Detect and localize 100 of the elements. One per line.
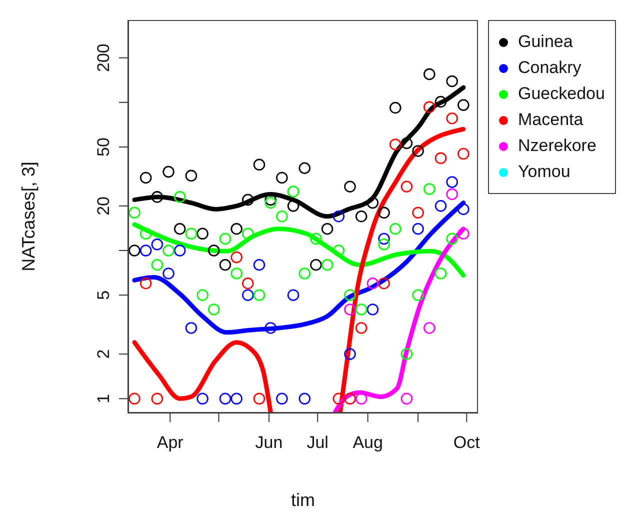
point bbox=[185, 228, 198, 240]
point bbox=[378, 206, 390, 219]
point bbox=[174, 191, 186, 203]
point bbox=[219, 258, 232, 271]
point bbox=[253, 392, 266, 405]
point bbox=[174, 222, 186, 235]
point bbox=[140, 244, 152, 256]
point bbox=[400, 392, 413, 405]
point bbox=[412, 206, 424, 219]
point bbox=[185, 170, 198, 182]
point bbox=[128, 244, 140, 256]
point bbox=[242, 228, 254, 240]
legend-label: Conakry bbox=[518, 57, 582, 79]
point bbox=[128, 392, 140, 405]
point bbox=[253, 158, 266, 171]
legend-label: Guinea bbox=[518, 31, 573, 53]
point bbox=[400, 137, 413, 150]
point bbox=[208, 244, 220, 256]
point bbox=[287, 289, 300, 302]
point bbox=[389, 102, 402, 114]
point bbox=[446, 112, 458, 124]
point bbox=[434, 96, 447, 108]
point bbox=[412, 145, 424, 157]
point bbox=[344, 180, 356, 193]
point bbox=[434, 152, 447, 164]
point bbox=[332, 392, 345, 405]
legend-label: Gueckedou bbox=[518, 83, 605, 105]
point bbox=[230, 222, 242, 235]
point bbox=[287, 200, 300, 212]
point bbox=[434, 200, 447, 212]
legend-label: Yomou bbox=[518, 161, 570, 183]
point bbox=[264, 196, 276, 209]
point bbox=[196, 392, 208, 405]
y-tick-label: 200 bbox=[94, 44, 113, 72]
point bbox=[140, 172, 152, 184]
point bbox=[446, 188, 458, 200]
point bbox=[378, 277, 390, 290]
point bbox=[242, 289, 254, 302]
point bbox=[185, 322, 198, 334]
point bbox=[344, 392, 356, 405]
point bbox=[151, 191, 164, 203]
point bbox=[400, 180, 413, 193]
point bbox=[298, 162, 311, 174]
point bbox=[458, 99, 470, 111]
point bbox=[366, 196, 379, 209]
point bbox=[196, 228, 208, 240]
point bbox=[128, 206, 140, 219]
point bbox=[344, 348, 356, 360]
point bbox=[366, 304, 379, 316]
point bbox=[219, 232, 232, 245]
point bbox=[423, 183, 436, 195]
point bbox=[355, 304, 368, 316]
x-tick-label: Oct bbox=[453, 433, 480, 452]
y-tick-label: 1 bbox=[94, 394, 113, 404]
point bbox=[355, 210, 368, 222]
point bbox=[458, 203, 470, 216]
y-tick-label: 20 bbox=[94, 196, 113, 216]
point bbox=[162, 268, 174, 280]
point bbox=[151, 238, 164, 250]
line-series bbox=[132, 222, 466, 278]
point bbox=[366, 277, 379, 290]
y-tick-label: 50 bbox=[94, 138, 113, 156]
point bbox=[412, 289, 424, 302]
point bbox=[242, 277, 254, 290]
point bbox=[174, 244, 186, 256]
point bbox=[230, 268, 242, 280]
point bbox=[378, 238, 390, 250]
point bbox=[196, 289, 208, 302]
legend-label: Nzerekore bbox=[518, 135, 596, 157]
x-axis-title: tim bbox=[291, 490, 315, 510]
point bbox=[434, 268, 447, 280]
point bbox=[151, 258, 164, 271]
point bbox=[458, 148, 470, 160]
point bbox=[423, 322, 436, 334]
y-tick-label: 5 bbox=[94, 290, 113, 300]
point bbox=[321, 222, 334, 235]
point bbox=[219, 392, 232, 405]
point bbox=[253, 289, 266, 302]
point bbox=[276, 210, 288, 222]
y-axis-title: NATcases[, 3] bbox=[18, 162, 38, 272]
point bbox=[162, 166, 174, 178]
point bbox=[287, 186, 300, 198]
point bbox=[151, 392, 164, 405]
point bbox=[162, 244, 174, 256]
point bbox=[400, 348, 413, 360]
point bbox=[446, 176, 458, 188]
point bbox=[253, 258, 266, 271]
point bbox=[242, 194, 254, 206]
point bbox=[355, 322, 368, 334]
point bbox=[321, 258, 334, 271]
point bbox=[264, 322, 276, 334]
point bbox=[310, 258, 322, 271]
x-tick-label: Aug bbox=[352, 433, 383, 452]
point bbox=[332, 244, 345, 256]
legend-label: Macenta bbox=[518, 109, 584, 131]
x-tick-label: Apr bbox=[156, 433, 184, 452]
point bbox=[446, 232, 458, 245]
point bbox=[423, 68, 436, 80]
point bbox=[230, 251, 242, 264]
x-tick-label: Jul bbox=[306, 433, 328, 452]
